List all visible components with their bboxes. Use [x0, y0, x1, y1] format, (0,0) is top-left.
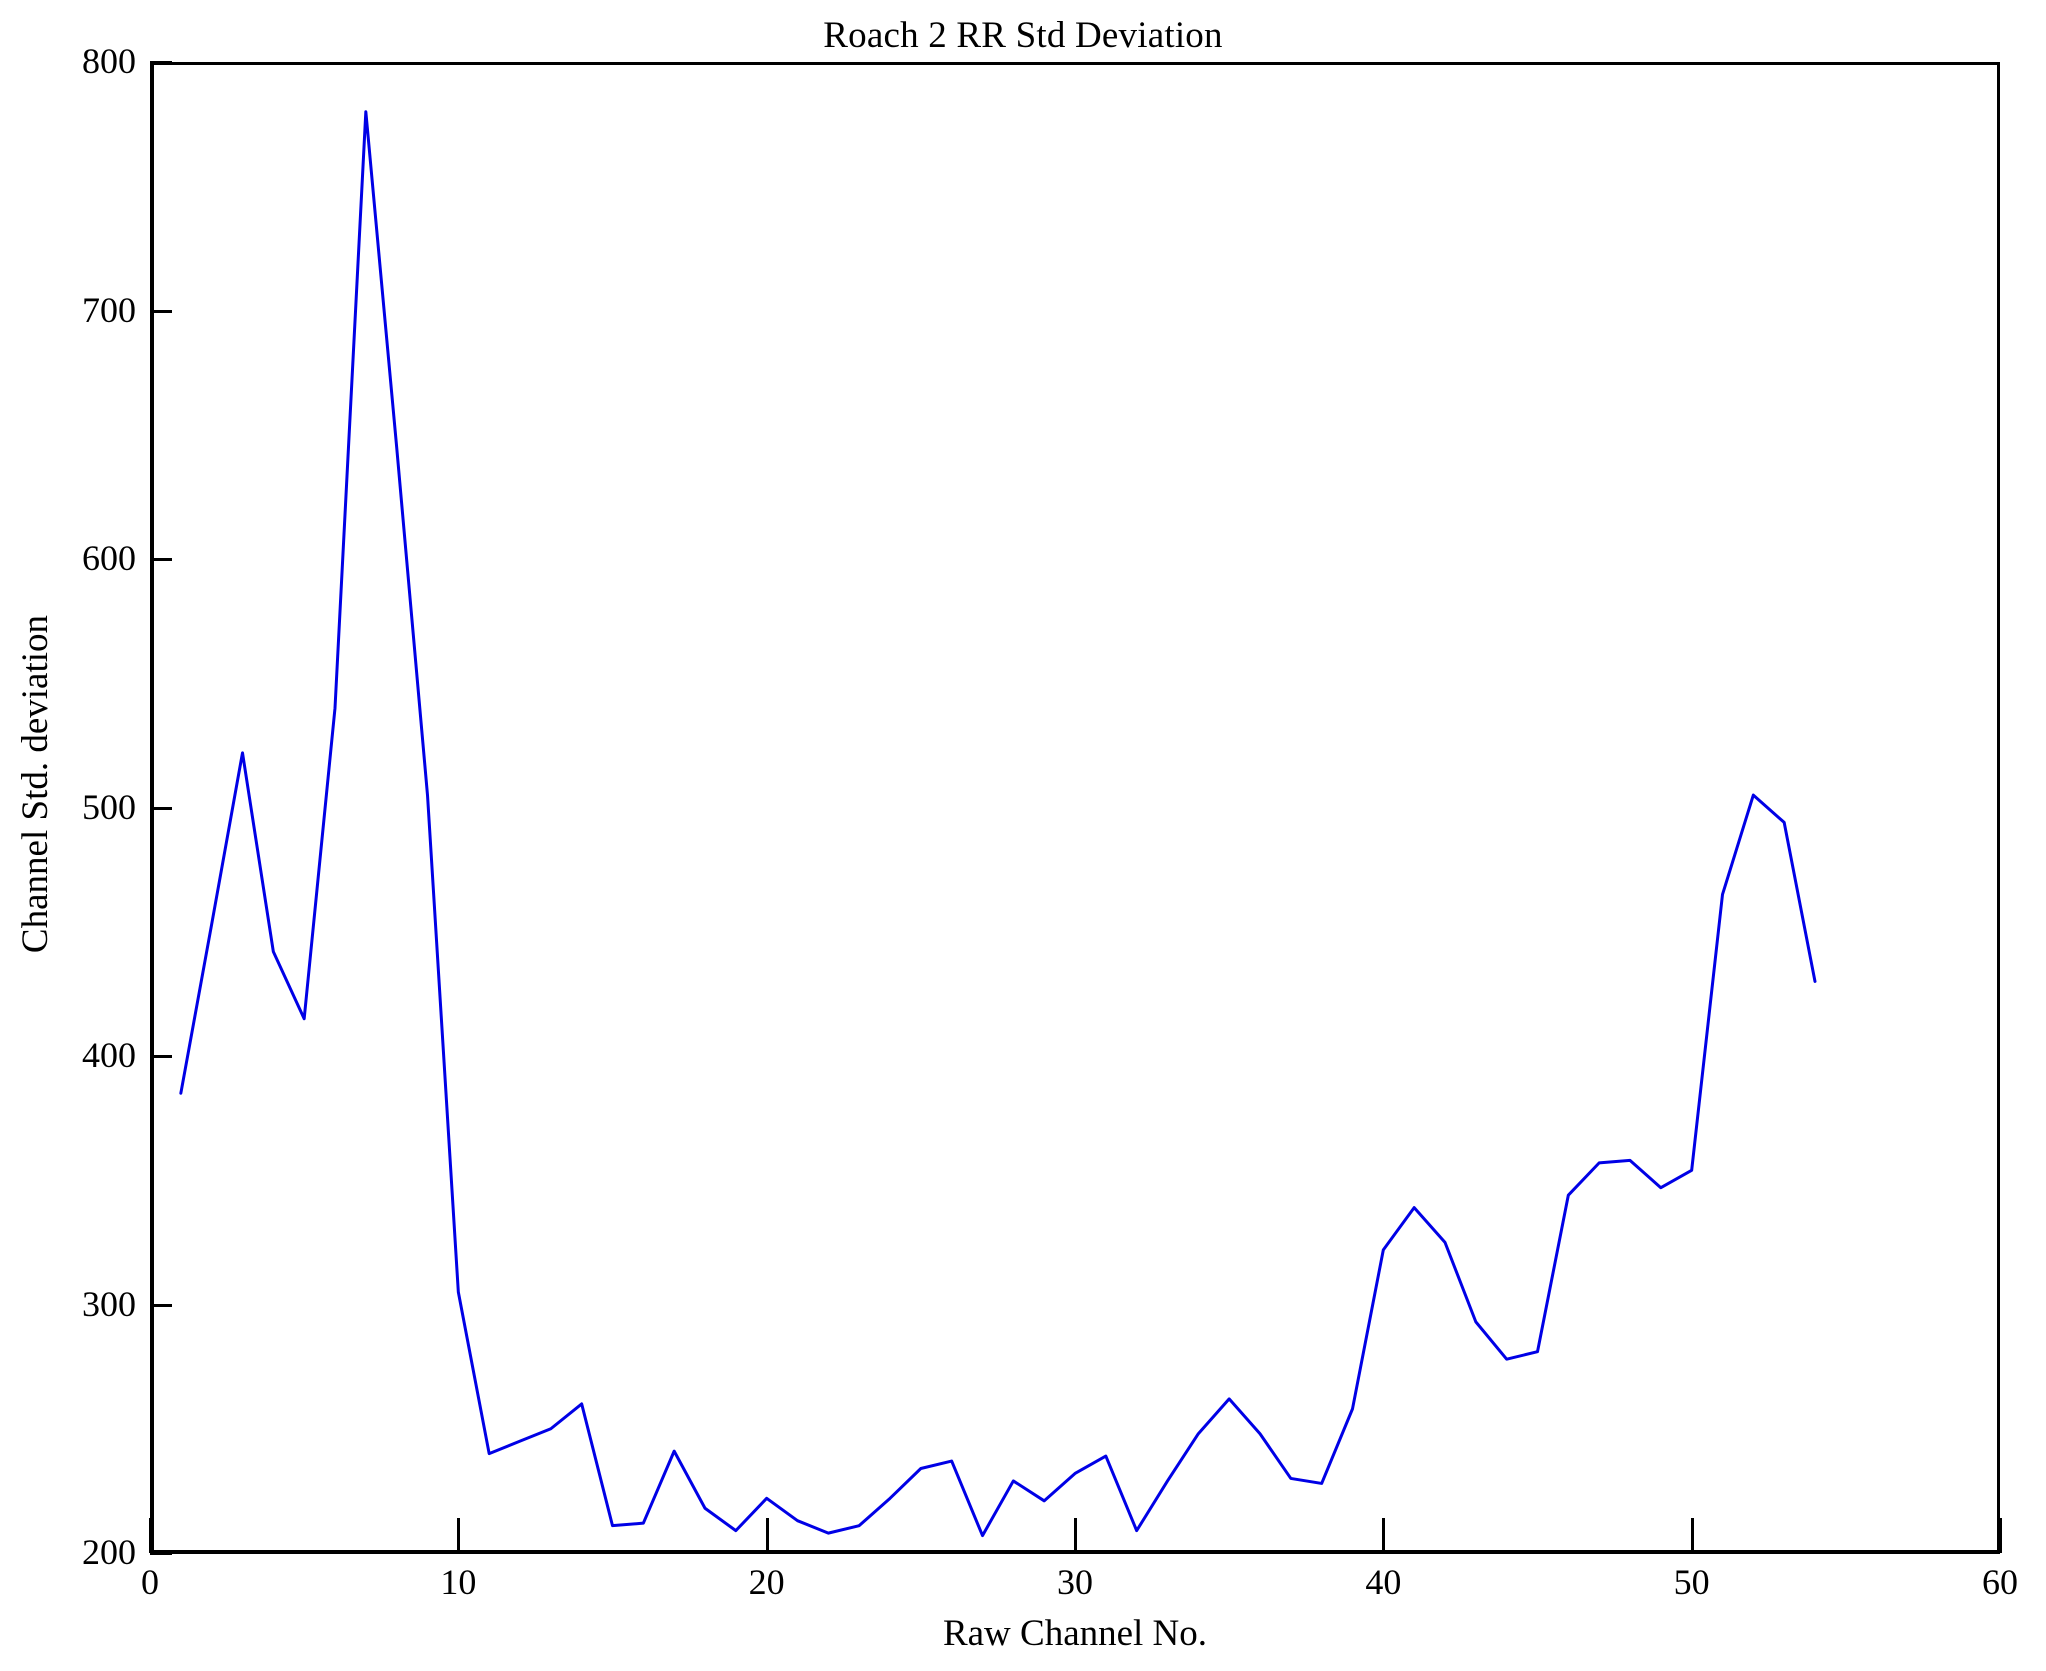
x-tick-label: 0	[141, 1562, 159, 1602]
y-tick-mark	[150, 1055, 172, 1058]
y-axis-tick-labels: 200 300 400 500 600 700 800	[0, 0, 136, 1671]
y-tick-mark	[150, 1303, 172, 1307]
y-tick-label: 500	[82, 786, 136, 827]
x-tick-mark	[149, 1518, 152, 1553]
y-tick-label: 300	[82, 1283, 136, 1324]
chart-title: Roach 2 RR Std Deviation	[823, 15, 1223, 56]
x-tick-mark	[1999, 1518, 2002, 1553]
x-tick-mark	[765, 1518, 769, 1553]
axis-top-spine	[150, 62, 2000, 65]
x-tick-label: 10	[440, 1562, 477, 1602]
y-tick-label: 200	[82, 1532, 136, 1572]
x-tick-mark	[1074, 1518, 1077, 1553]
y-tick-label: 400	[82, 1035, 136, 1075]
y-tick-label: 600	[82, 538, 136, 578]
y-tick-label: 800	[82, 41, 136, 81]
y-axis-label-wrapper: Channel Std. deviation	[0, 0, 56, 1671]
x-tick-mark	[1690, 1518, 1694, 1553]
axis-right-spine	[1997, 62, 2000, 1553]
x-tick-label: 50	[1673, 1562, 1710, 1602]
y-tick-mark	[150, 1552, 172, 1555]
y-axis-label: Channel Std. deviation	[15, 614, 56, 954]
x-tick-label: 60	[1982, 1562, 2018, 1602]
x-tick-label: 30	[1057, 1562, 1093, 1602]
x-tick-mark	[1382, 1518, 1386, 1553]
y-tick-mark	[150, 309, 172, 313]
y-tick-mark	[150, 558, 172, 561]
y-tick-mark	[150, 806, 172, 810]
x-tick-mark	[457, 1518, 461, 1553]
plot-area	[150, 62, 2000, 1553]
y-tick-label: 700	[82, 289, 136, 330]
x-axis-label: Raw Channel No.	[942, 1613, 1208, 1654]
y-tick-mark	[150, 61, 172, 64]
x-tick-label: 40	[1365, 1562, 1402, 1602]
data-series-line	[179, 110, 1817, 1538]
x-tick-label: 20	[748, 1562, 785, 1602]
